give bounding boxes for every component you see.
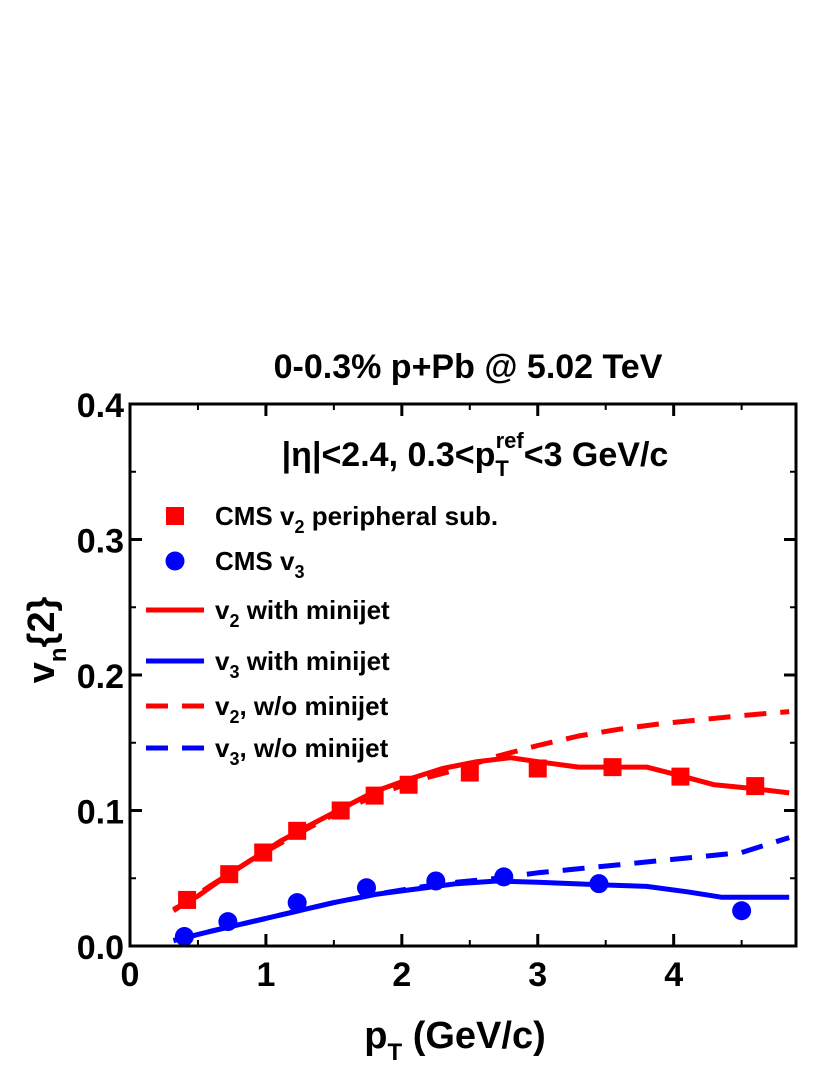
data-point-circle [732,901,752,921]
series-layer [172,709,790,947]
y-tick-label: 0.1 [77,794,124,832]
data-point-circle [218,912,238,932]
legend-label: v3, w/o minijet [215,733,389,769]
data-point-square [254,843,273,862]
legend-label: v2 with minijet [215,595,390,631]
y-tick-label: 0.4 [77,387,124,425]
series-line-v3-with-minijet [172,878,790,944]
x-tick-label: 1 [256,956,275,994]
y-axis-label: vn{2} [21,597,72,684]
legend-label: v3 with minijet [215,646,390,682]
data-point-circle [287,893,307,913]
legend-entry: v2, w/o minijet [146,691,389,727]
x-axis-label: pT (GeV/c) [364,1015,546,1066]
x-tick-label: 2 [392,956,411,994]
chart-title: 0-0.3% p+Pb @ 5.02 TeV [274,348,663,386]
legend-marker-square [166,507,184,525]
axis-ticks: 0 1 2 3 4 0.0 0.1 0.2 0.3 0.4 [77,387,796,994]
data-point-square [603,758,622,777]
legend-label: CMS v2 peripheral sub. [215,501,498,537]
data-point-square [331,801,350,820]
legend-label: CMS v3 [215,546,304,582]
legend: CMS v2 peripheral sub. CMS v3 v2 with mini… [146,501,498,769]
legend-entry: v3 with minijet [146,646,390,682]
plot-annotation: |η|<2.4, 0.3<pTref<3 GeV/c [282,428,669,481]
data-point-circle [356,878,376,898]
series-line-v2-with-minijet [172,755,790,912]
data-point-square [746,777,765,796]
legend-entry: CMS v3 [165,546,304,582]
legend-marker-circle [165,551,185,571]
legend-entry: v2 with minijet [146,595,390,631]
y-tick-label: 0.3 [77,523,124,561]
legend-entry: v3, w/o minijet [146,733,389,769]
data-point-circle [589,874,609,894]
y-tick-label: 0.0 [77,929,124,967]
data-point-circle [426,871,446,891]
data-point-square [460,763,479,782]
legend-entry: CMS v2 peripheral sub. [166,501,498,537]
x-tick-label: 0 [121,956,140,994]
x-tick-label: 3 [528,956,547,994]
data-point-square [178,890,197,909]
data-point-circle [174,927,194,947]
x-tick-label: 4 [664,956,683,994]
data-point-square [671,767,690,786]
legend-label: v2, w/o minijet [215,691,389,727]
data-point-square [365,786,384,805]
data-point-square [288,821,307,840]
data-point-square [528,759,547,778]
data-point-circle [494,867,514,887]
data-point-square [399,775,418,794]
y-tick-label: 0.2 [77,658,124,696]
data-point-square [220,865,239,884]
